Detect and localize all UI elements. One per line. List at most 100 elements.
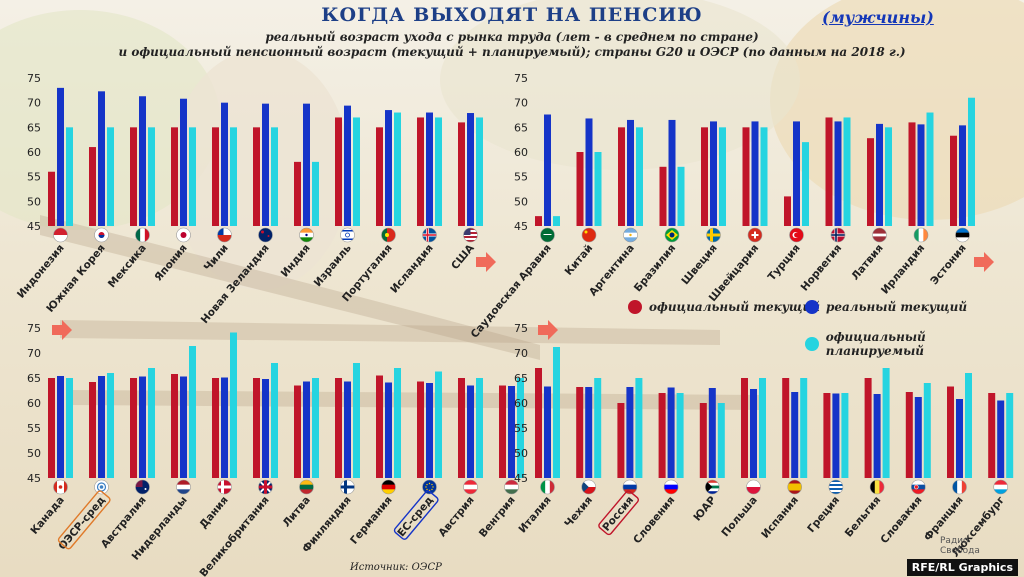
bar-real-current (385, 382, 392, 478)
y-tick-label: 50 (514, 195, 528, 208)
bar-official-current (905, 392, 913, 478)
bar-official-current (294, 385, 301, 478)
bar-official-planned (107, 373, 114, 478)
flag-norway-icon (830, 227, 846, 243)
flag-hungary-icon (504, 479, 519, 495)
bar-official-planned (719, 127, 726, 226)
flag-indonesia-icon (53, 227, 68, 243)
y-tick-label: 50 (27, 195, 41, 208)
bar-official-current (782, 378, 790, 478)
category-label: Великобритания (198, 494, 272, 577)
bar-official-current (212, 378, 219, 478)
y-tick-label: 65 (27, 121, 41, 134)
bar-official-current (294, 161, 301, 226)
flag-sweden-icon (706, 227, 721, 243)
bar-official-current (335, 378, 342, 478)
bar-official-planned (353, 117, 360, 226)
flag-new-zealand-icon (258, 227, 273, 243)
y-tick-label: 75 (27, 72, 41, 85)
bar-official-planned (759, 378, 766, 478)
flag-eu-icon (422, 479, 437, 495)
bar-official-planned (107, 127, 114, 226)
bar-official-planned (553, 216, 560, 226)
bar-official-current (908, 122, 916, 226)
bar-official-current (864, 378, 872, 478)
bar-official-planned (435, 117, 442, 226)
y-tick-label: 70 (27, 97, 41, 110)
bar-real-current (262, 379, 269, 478)
flag-latvia-icon (872, 227, 887, 243)
bar-real-current (180, 376, 187, 478)
flag-estonia-icon (955, 227, 970, 243)
bar-official-current (699, 403, 707, 478)
y-tick-label: 60 (27, 146, 41, 159)
bar-real-current (467, 113, 474, 226)
bar-official-current (617, 403, 625, 478)
bar-official-planned (885, 127, 892, 226)
flag-australia-icon (135, 479, 150, 495)
arrow-right-icon (476, 252, 496, 272)
y-tick-label: 60 (514, 146, 528, 159)
category-highlight-box (57, 490, 111, 550)
subtitle-line-2: и официальный пенсионный возраст (текущи… (118, 45, 906, 59)
bar-official-planned (926, 112, 934, 226)
bar-official-current (417, 117, 424, 226)
flag-south-africa-icon (704, 479, 720, 495)
flag-oecd-icon (94, 479, 109, 495)
bar-real-current (57, 87, 64, 226)
y-tick-label: 55 (27, 422, 41, 435)
category-label: Греция (805, 494, 842, 535)
category-label: Индия (279, 242, 313, 279)
bar-official-planned (841, 393, 849, 478)
category-label: Германия (348, 494, 395, 546)
category-label: Норвегия (799, 242, 845, 293)
bar-official-current (988, 393, 996, 478)
arrow-right-icon (974, 252, 994, 272)
category-label: Новая Зеландия (199, 242, 272, 326)
bar-real-current (180, 98, 187, 226)
category-label: Китай (563, 242, 596, 278)
bar-real-current (344, 381, 351, 478)
legend-official-current: официальный текущий (628, 300, 820, 314)
bar-real-current (426, 383, 433, 478)
category-label: Турция (766, 242, 803, 283)
y-tick-label: 75 (27, 322, 41, 335)
category-label: Чили (202, 242, 231, 273)
flag-saudi-arabia-icon (540, 227, 555, 243)
y-tick-label: 75 (514, 72, 528, 85)
bar-official-planned (230, 332, 237, 478)
bar-official-current (48, 171, 55, 226)
flag-finland-icon (340, 479, 355, 495)
bar-official-current (867, 138, 874, 226)
bar-official-planned (802, 142, 809, 226)
flag-slovenia-icon (663, 479, 679, 495)
arrow-right-icon (52, 320, 72, 340)
bar-official-planned (800, 378, 808, 478)
category-label: Латвия (849, 242, 886, 282)
category-label: ЕС-сред (395, 494, 435, 539)
category-label: Бельгия (843, 494, 884, 539)
bar-official-current (212, 127, 219, 226)
bar-official-planned (66, 378, 73, 478)
bar-official-current (499, 385, 506, 478)
bar-real-current (385, 110, 392, 226)
bar-real-current (544, 114, 551, 226)
bar-official-current (659, 166, 667, 226)
bar-official-planned (66, 127, 73, 226)
y-tick-label: 65 (27, 372, 41, 385)
bar-official-planned (476, 378, 483, 478)
bar-real-current (221, 377, 228, 478)
bar-official-planned (636, 127, 643, 226)
category-label: Япония (152, 242, 189, 283)
category-label: Россия (600, 494, 636, 533)
flag-ireland-icon (913, 227, 929, 243)
legend-real-current-label: реальный текущий (826, 300, 968, 314)
category-label: Австрия (436, 494, 476, 539)
flag-belgium-icon (869, 479, 885, 495)
bar-official-planned (843, 117, 851, 226)
bar-real-current (832, 393, 840, 478)
category-label: Чехия (562, 494, 595, 530)
category-label: США (449, 242, 477, 272)
